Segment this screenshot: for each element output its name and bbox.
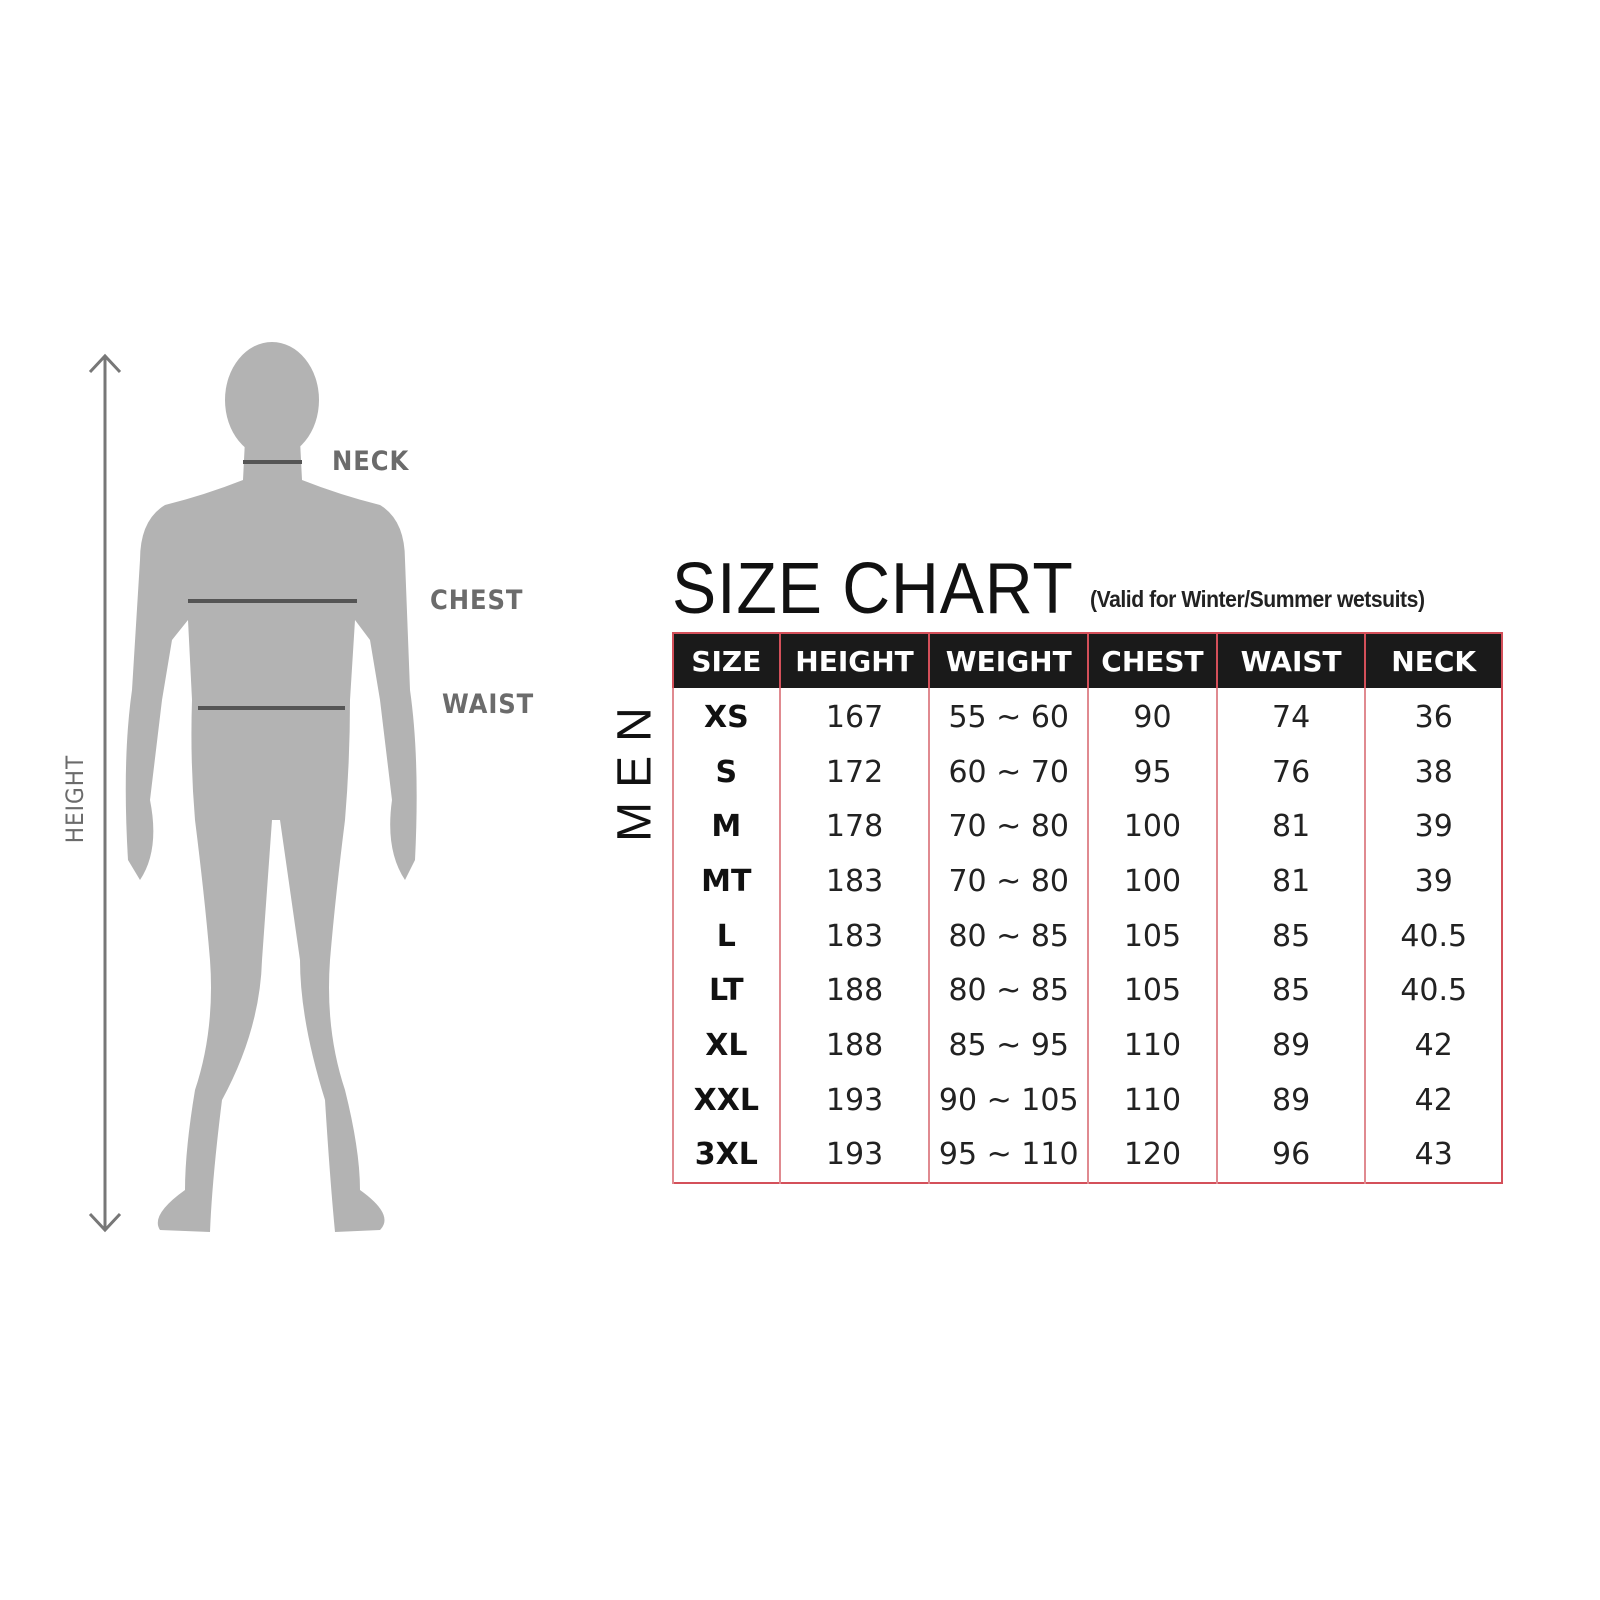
cell-waist: 74 bbox=[1215, 688, 1366, 745]
cell-weight: 80 ~ 85 bbox=[928, 963, 1089, 1019]
cell-weight: 90 ~ 105 bbox=[928, 1072, 1089, 1128]
cell-weight: 70 ~ 80 bbox=[928, 854, 1089, 909]
size-table: SIZE HEIGHT WEIGHT CHEST WAIST NECK XS 167 55 ~… bbox=[672, 632, 1503, 1185]
cell-weight: 70 ~ 80 bbox=[928, 799, 1089, 855]
cell-weight: 60 ~ 70 bbox=[928, 744, 1089, 800]
cell-chest: 120 bbox=[1087, 1127, 1217, 1184]
cell-chest: 90 bbox=[1087, 688, 1217, 745]
cell-size: LT bbox=[672, 963, 780, 1019]
cell-neck: 39 bbox=[1364, 799, 1502, 855]
cell-neck: 40.5 bbox=[1364, 963, 1502, 1019]
table-row: XXL 193 90 ~ 105 110 89 42 bbox=[672, 1072, 1502, 1128]
cell-neck: 39 bbox=[1364, 854, 1502, 909]
cell-height: 183 bbox=[778, 908, 930, 964]
column-header-chest: CHEST bbox=[1087, 633, 1217, 688]
cell-chest: 100 bbox=[1087, 854, 1217, 909]
cell-size: M bbox=[672, 799, 780, 855]
table-row: LT 188 80 ~ 85 105 85 40.5 bbox=[672, 963, 1502, 1019]
cell-size: MT bbox=[672, 854, 780, 909]
cell-waist: 85 bbox=[1215, 908, 1366, 964]
cell-chest: 95 bbox=[1087, 744, 1217, 800]
cell-chest: 110 bbox=[1087, 1018, 1217, 1073]
table-row: M 178 70 ~ 80 100 81 39 bbox=[672, 799, 1502, 855]
cell-chest: 110 bbox=[1087, 1072, 1217, 1128]
group-label-men: MEN bbox=[608, 693, 662, 842]
body-silhouette-figure bbox=[88, 342, 417, 1233]
cell-size: S bbox=[672, 744, 780, 800]
cell-height: 167 bbox=[778, 688, 930, 745]
column-header-waist: WAIST bbox=[1215, 633, 1366, 688]
cell-chest: 100 bbox=[1087, 799, 1217, 855]
height-arrow-icon bbox=[88, 353, 122, 1233]
cell-waist: 89 bbox=[1215, 1072, 1366, 1128]
silhouette-icon bbox=[125, 342, 417, 1232]
cell-weight: 80 ~ 85 bbox=[928, 908, 1089, 964]
cell-chest: 105 bbox=[1087, 963, 1217, 1019]
cell-size: XXL bbox=[672, 1072, 780, 1128]
cell-height: 188 bbox=[778, 963, 930, 1019]
cell-size: XS bbox=[672, 688, 780, 745]
column-header-neck: NECK bbox=[1364, 633, 1502, 688]
cell-weight: 95 ~ 110 bbox=[928, 1127, 1089, 1184]
chart-title: SIZE CHART bbox=[672, 549, 1074, 629]
cell-height: 193 bbox=[778, 1072, 930, 1128]
cell-height: 172 bbox=[778, 744, 930, 800]
cell-neck: 38 bbox=[1364, 744, 1502, 800]
table-row: S 172 60 ~ 70 95 76 38 bbox=[672, 744, 1502, 800]
cell-weight: 55 ~ 60 bbox=[928, 688, 1089, 745]
cell-neck: 43 bbox=[1364, 1127, 1502, 1184]
cell-weight: 85 ~ 95 bbox=[928, 1018, 1089, 1073]
cell-neck: 42 bbox=[1364, 1018, 1502, 1073]
cell-waist: 96 bbox=[1215, 1127, 1366, 1184]
table-row: XS 167 55 ~ 60 90 74 36 bbox=[672, 688, 1502, 745]
cell-neck: 40.5 bbox=[1364, 908, 1502, 964]
cell-height: 178 bbox=[778, 799, 930, 855]
cell-size: 3XL bbox=[672, 1127, 780, 1184]
column-header-height: HEIGHT bbox=[778, 633, 930, 688]
height-label: HEIGHT bbox=[61, 754, 89, 844]
cell-height: 193 bbox=[778, 1127, 930, 1184]
chart-subtitle: (Valid for Winter/Summer wetsuits) bbox=[1090, 586, 1425, 612]
column-header-size: SIZE bbox=[672, 633, 780, 688]
cell-height: 183 bbox=[778, 854, 930, 909]
cell-neck: 42 bbox=[1364, 1072, 1502, 1128]
chest-label: CHEST bbox=[430, 585, 524, 616]
table-header-row: SIZE HEIGHT WEIGHT CHEST WAIST NECK bbox=[672, 633, 1502, 688]
cell-waist: 76 bbox=[1215, 744, 1366, 800]
table-row: 3XL 193 95 ~ 110 120 96 43 bbox=[672, 1127, 1502, 1184]
cell-waist: 81 bbox=[1215, 854, 1366, 909]
table-row: XL 188 85 ~ 95 110 89 42 bbox=[672, 1018, 1502, 1073]
table-row: L 183 80 ~ 85 105 85 40.5 bbox=[672, 908, 1502, 964]
cell-waist: 81 bbox=[1215, 799, 1366, 855]
cell-height: 188 bbox=[778, 1018, 930, 1073]
neck-label: NECK bbox=[332, 446, 410, 477]
cell-size: L bbox=[672, 908, 780, 964]
cell-waist: 89 bbox=[1215, 1018, 1366, 1073]
cell-size: XL bbox=[672, 1018, 780, 1073]
cell-neck: 36 bbox=[1364, 688, 1502, 745]
column-header-weight: WEIGHT bbox=[928, 633, 1089, 688]
table-row: MT 183 70 ~ 80 100 81 39 bbox=[672, 854, 1502, 909]
cell-waist: 85 bbox=[1215, 963, 1366, 1019]
cell-chest: 105 bbox=[1087, 908, 1217, 964]
waist-label: WAIST bbox=[442, 689, 535, 720]
